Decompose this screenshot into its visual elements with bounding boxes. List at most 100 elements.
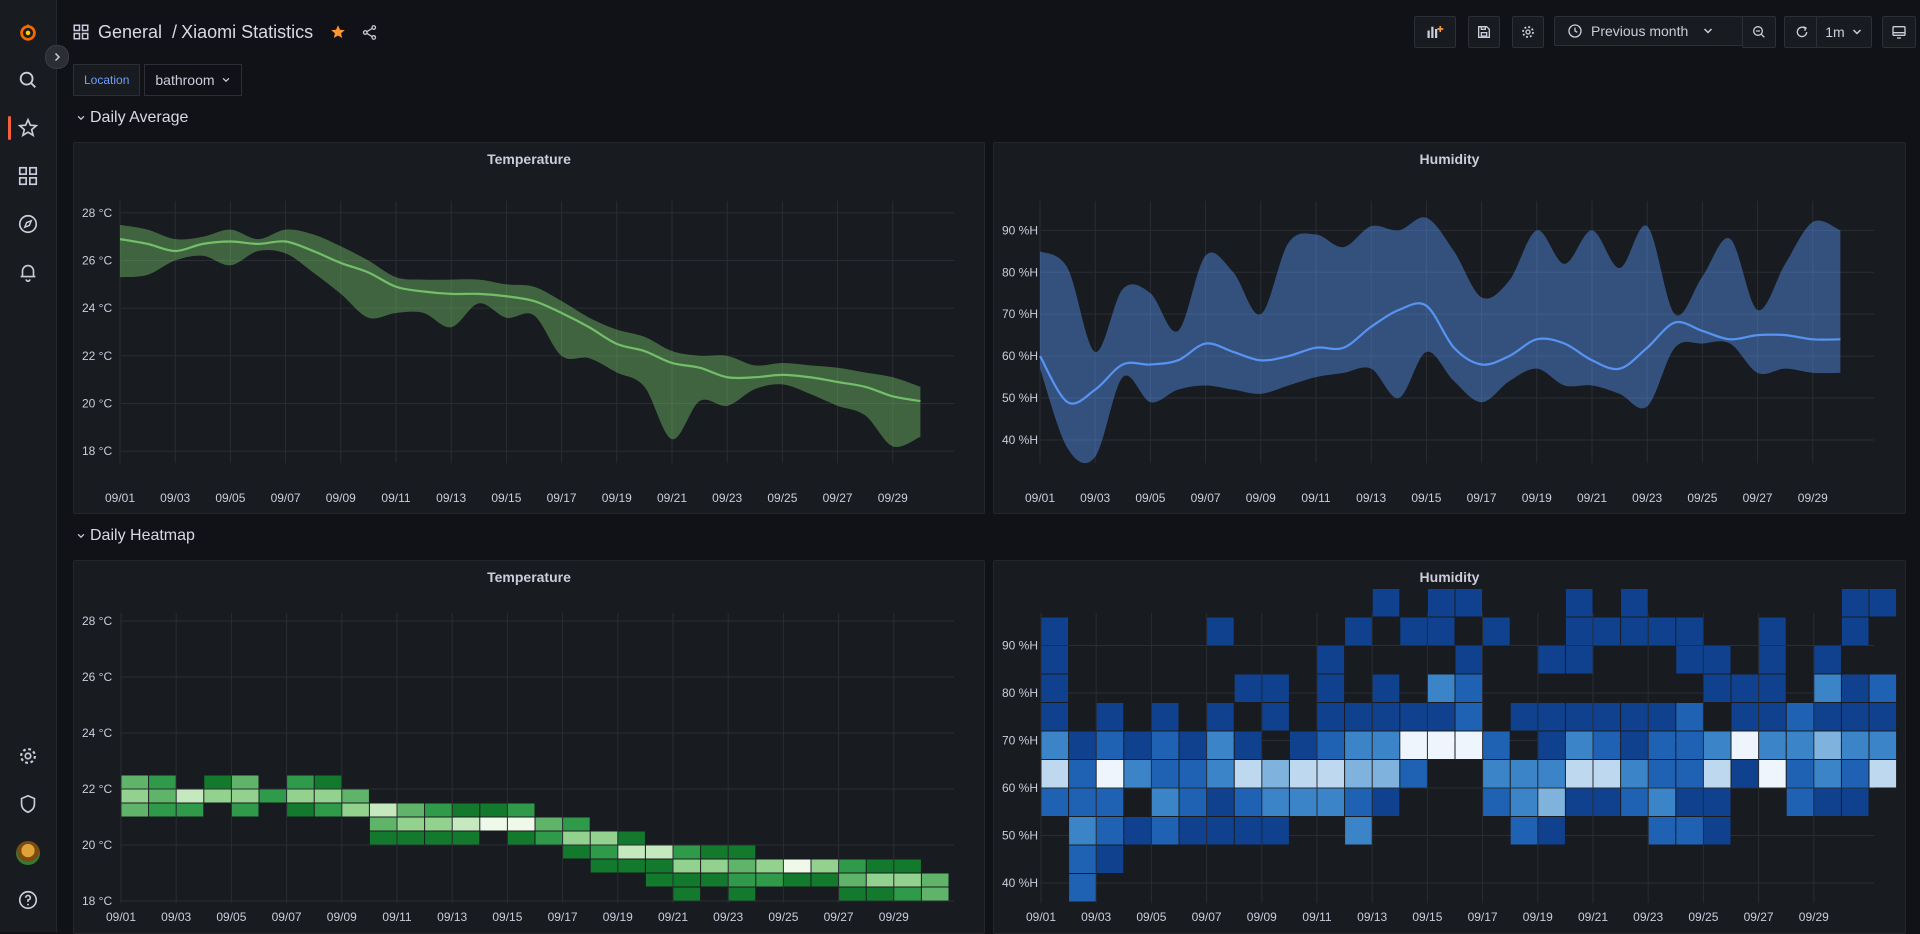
heatmap-cell: [1041, 760, 1069, 788]
heatmap-cell: [1841, 788, 1869, 816]
heatmap-cell: [1262, 674, 1289, 702]
heatmap-cell: [1179, 760, 1207, 788]
panel-avg-humidity[interactable]: Humidity 40 %H 50 %H 60 %H 70 %H 80 %H 90 %H 0…: [993, 142, 1906, 514]
heatmap-cell: [1124, 817, 1151, 845]
x-tick-label: 09/19: [1523, 910, 1553, 924]
heatmap-cell: [1731, 674, 1759, 702]
dashboards-icon[interactable]: [16, 164, 40, 188]
row-header-daily-average[interactable]: Daily Average: [76, 109, 188, 127]
chevron-down-icon: [76, 531, 86, 541]
x-tick-label: 09/17: [1468, 910, 1498, 924]
y-tick-label: 90 %H: [1002, 639, 1038, 653]
heatmap-cell: [1262, 703, 1289, 731]
heatmap-cell: [1427, 731, 1455, 759]
heatmap-cell: [1317, 703, 1345, 731]
active-indicator: [8, 116, 11, 140]
heatmap-cell: [121, 789, 149, 803]
x-tick-label: 09/27: [1744, 910, 1774, 924]
refresh-button[interactable]: [1784, 16, 1820, 48]
variable-label: Location: [73, 64, 141, 96]
star-icon[interactable]: [329, 23, 347, 41]
breadcrumb-folder[interactable]: General: [98, 21, 163, 42]
heatmap-cell: [1703, 817, 1731, 845]
expand-sidebar-button[interactable]: [45, 45, 69, 69]
heatmap-cell: [1372, 589, 1400, 617]
time-range-picker[interactable]: Previous month: [1554, 16, 1744, 46]
heatmap-cell: [1455, 731, 1483, 759]
heatmap-cell: [1759, 646, 1786, 674]
heatmap-cell: [480, 803, 507, 817]
heatmap-cell: [1565, 760, 1593, 788]
heatmap-cell: [1207, 817, 1234, 845]
y-tick-label: 20 °C: [82, 396, 112, 410]
heatmap-cell: [287, 789, 314, 803]
heatmap-cell: [1345, 788, 1372, 816]
zoom-out-button[interactable]: [1742, 16, 1776, 48]
heatmap-cell: [287, 803, 314, 817]
help-icon[interactable]: [16, 888, 40, 912]
x-tick-label: 09/29: [1798, 491, 1828, 505]
heatmap-cell: [1510, 760, 1538, 788]
x-tick-label: 09/17: [548, 910, 578, 924]
heatmap-cell: [1703, 646, 1731, 674]
alert-bell-icon[interactable]: [16, 260, 40, 284]
x-tick-label: 09/21: [657, 491, 687, 505]
heatmap-cell: [1593, 731, 1621, 759]
refresh-interval-picker[interactable]: 1m: [1816, 16, 1872, 48]
heatmap-cell: [342, 803, 369, 817]
panel-heatmap-temperature[interactable]: Temperature 18 °C 20 °C 22 °C 24 °C 26 °C 28 …: [73, 560, 985, 934]
heatmap-cell: [149, 803, 176, 817]
x-tick-label: 09/05: [216, 910, 246, 924]
search-icon[interactable]: [16, 68, 40, 92]
dashboard-settings-button[interactable]: [1512, 16, 1544, 48]
heatmap-cell: [1565, 617, 1593, 645]
heatmap-cell: [1262, 760, 1289, 788]
add-panel-button[interactable]: [1414, 16, 1456, 48]
panel-heatmap-humidity[interactable]: Humidity 40 %H 50 %H 60 %H 70 %H 80 %H 90 %H 0…: [993, 560, 1906, 934]
save-dashboard-button[interactable]: [1468, 16, 1500, 48]
heatmap-cell: [673, 873, 701, 887]
panel-avg-temperature[interactable]: Temperature 18 °C 20 °C 22 °C 24 °C 26 °C 28 …: [73, 142, 985, 514]
dashboard-title[interactable]: Xiaomi Statistics: [181, 21, 314, 42]
heatmap-cell: [921, 887, 949, 901]
y-tick-label: 22 °C: [82, 349, 112, 363]
x-tick-label: 09/15: [492, 910, 522, 924]
heatmap-cell: [1869, 703, 1897, 731]
template-variables: Location bathroom: [73, 64, 242, 96]
grafana-logo-icon[interactable]: [16, 20, 40, 44]
heatmap-cell: [1234, 788, 1262, 816]
x-tick-label: 09/15: [491, 491, 521, 505]
heatmap-cell: [1317, 788, 1345, 816]
heatmap-cell: [1814, 788, 1841, 816]
y-tick-label: 90 %H: [1002, 223, 1038, 237]
location-variable-select[interactable]: bathroom: [144, 64, 242, 96]
heatmap-cell: [1538, 731, 1565, 759]
heatmap-cell: [1234, 731, 1262, 759]
x-tick-label: 09/05: [1135, 491, 1165, 505]
shield-icon[interactable]: [16, 792, 40, 816]
heatmap-cell: [811, 859, 839, 873]
heatmap-cell: [1841, 731, 1869, 759]
heatmap-cell: [287, 775, 314, 789]
row-header-daily-heatmap[interactable]: Daily Heatmap: [76, 527, 195, 545]
heatmap-cell: [1786, 788, 1814, 816]
avatar[interactable]: [16, 841, 40, 865]
tv-mode-button[interactable]: [1882, 16, 1916, 48]
x-tick-label: 09/29: [879, 910, 909, 924]
x-tick-label: 09/07: [272, 910, 302, 924]
gear-icon[interactable]: [16, 744, 40, 768]
heatmap-cell: [1427, 617, 1455, 645]
heatmap-cell: [1041, 788, 1069, 816]
share-icon[interactable]: [361, 24, 378, 41]
heatmap-cell: [783, 859, 811, 873]
heatmap-cell: [590, 831, 618, 845]
heatmap-cell: [1538, 788, 1565, 816]
explore-icon[interactable]: [16, 212, 40, 236]
star-icon[interactable]: [16, 116, 40, 140]
heatmap-cell: [1621, 617, 1648, 645]
heatmap-cell: [1841, 703, 1869, 731]
x-tick-label: 09/23: [713, 910, 743, 924]
temperature-line-chart: 18 °C 20 °C 22 °C 24 °C 26 °C 28 °C 09/01 09/03…: [82, 201, 954, 505]
y-tick-label: 40 %H: [1002, 433, 1038, 447]
y-tick-label: 28 °C: [82, 614, 112, 628]
